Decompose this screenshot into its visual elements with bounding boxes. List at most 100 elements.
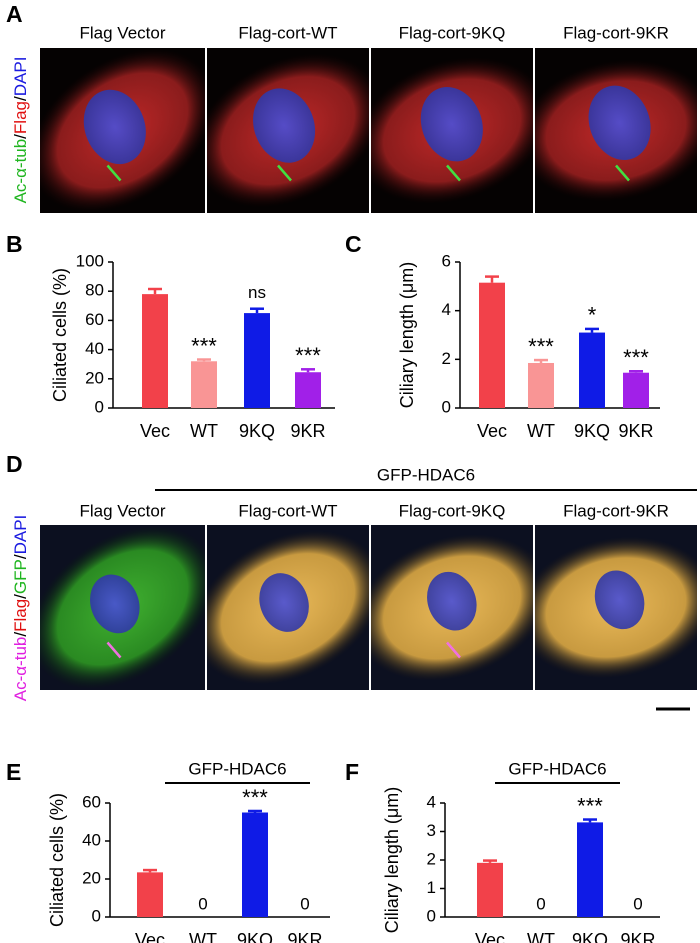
bar <box>477 862 503 917</box>
cilium <box>277 164 292 182</box>
stain-part: Flag <box>11 101 30 134</box>
micrograph <box>40 525 205 690</box>
y-tick-label: 20 <box>82 868 101 887</box>
y-tick-label: 0 <box>442 397 451 416</box>
value-label: 0 <box>633 894 642 913</box>
y-tick-label: 2 <box>427 849 436 868</box>
micrograph <box>535 48 697 213</box>
stain-part: Flag <box>11 599 30 632</box>
nucleus <box>594 570 645 630</box>
y-axis-label: Ciliary length (μm) <box>397 262 417 408</box>
cilium <box>446 164 461 182</box>
value-label: 0 <box>300 894 309 913</box>
x-tick-label: 9KQ <box>239 421 275 441</box>
panel-letter: B <box>6 231 23 257</box>
y-tick-label: 4 <box>427 792 436 811</box>
error-bar <box>483 859 497 863</box>
group-header: GFP-HDAC6 <box>377 465 475 484</box>
significance: *** <box>623 345 649 370</box>
significance: *** <box>191 333 217 358</box>
error-bar <box>534 358 548 363</box>
micrograph <box>40 48 205 213</box>
y-tick-label: 0 <box>427 906 436 925</box>
y-tick-label: 3 <box>427 821 436 840</box>
stain-part: Ac-α-tub <box>11 637 30 702</box>
bar <box>579 332 605 408</box>
y-tick-label: 60 <box>82 792 101 811</box>
bar <box>191 361 217 408</box>
micrograph <box>371 525 533 690</box>
bar <box>528 362 554 408</box>
y-axis-label: Ciliary length (μm) <box>382 787 402 933</box>
x-tick-label: WT <box>527 930 555 943</box>
nucleus <box>253 88 316 163</box>
y-axis-label: Ciliated cells (%) <box>50 268 70 402</box>
value-label: 0 <box>536 894 545 913</box>
nucleus <box>420 87 483 162</box>
error-bar <box>148 287 162 295</box>
stain-part: / <box>11 96 30 101</box>
x-tick-label: Vec <box>140 421 170 441</box>
significance: *** <box>242 785 268 810</box>
stain-label: Ac-α-tub/Flag/GFP/DAPI <box>11 515 30 702</box>
x-tick-label: Vec <box>477 421 507 441</box>
panel-letter: E <box>6 759 21 785</box>
cilium <box>106 164 122 182</box>
y-tick-label: 0 <box>92 906 101 925</box>
stain-label: Ac-α-tub/Flag/DAPI <box>11 57 30 204</box>
nucleus <box>588 85 651 160</box>
bar <box>623 372 649 408</box>
bar <box>295 372 321 408</box>
image-caption: Flag Vector <box>80 23 166 42</box>
y-tick-label: 4 <box>442 300 451 319</box>
stain-part: Ac-α-tub <box>11 139 30 204</box>
x-tick-label: 9KQ <box>237 930 273 943</box>
x-tick-label: 9KQ <box>574 421 610 441</box>
error-bar <box>301 368 315 373</box>
significance: *** <box>295 343 321 368</box>
y-tick-label: 80 <box>85 281 104 300</box>
panel-letter: C <box>345 231 362 257</box>
y-tick-label: 2 <box>442 349 451 368</box>
error-bar <box>629 370 643 373</box>
image-caption: Flag-cort-WT <box>238 501 337 520</box>
y-tick-label: 6 <box>442 251 451 270</box>
error-bar <box>485 275 499 283</box>
x-tick-label: WT <box>190 421 218 441</box>
image-caption: Flag-cort-9KQ <box>399 501 506 520</box>
panel-letter: F <box>345 759 359 785</box>
y-tick-label: 1 <box>427 878 436 897</box>
image-caption: Flag-cort-9KR <box>563 23 669 42</box>
nucleus <box>83 89 146 165</box>
significance: * <box>588 303 597 328</box>
bar <box>244 313 270 408</box>
bar <box>242 812 268 917</box>
cilium <box>106 641 122 659</box>
x-tick-label: 9KQ <box>572 930 608 943</box>
x-tick-label: 9KR <box>287 930 322 943</box>
error-bar <box>143 868 157 873</box>
error-bar <box>583 818 597 823</box>
micrograph <box>371 48 533 213</box>
y-axis-label: Ciliated cells (%) <box>47 793 67 927</box>
stain-part: / <box>11 632 30 637</box>
significance: ns <box>248 283 266 302</box>
x-tick-label: 9KR <box>290 421 325 441</box>
bar <box>479 282 505 408</box>
y-tick-label: 60 <box>85 310 104 329</box>
bar <box>142 294 168 408</box>
significance: *** <box>528 334 554 359</box>
y-tick-label: 20 <box>85 368 104 387</box>
significance: *** <box>577 793 603 818</box>
x-tick-label: 9KR <box>618 421 653 441</box>
stain-part: / <box>11 554 30 559</box>
bracket-label: GFP-HDAC6 <box>508 759 606 778</box>
error-bar <box>248 809 262 813</box>
y-tick-label: 40 <box>85 339 104 358</box>
error-bar <box>250 307 264 314</box>
stain-part: GFP <box>11 559 30 594</box>
stain-part: / <box>11 594 30 599</box>
y-tick-label: 100 <box>76 251 104 270</box>
error-bar <box>197 358 211 362</box>
